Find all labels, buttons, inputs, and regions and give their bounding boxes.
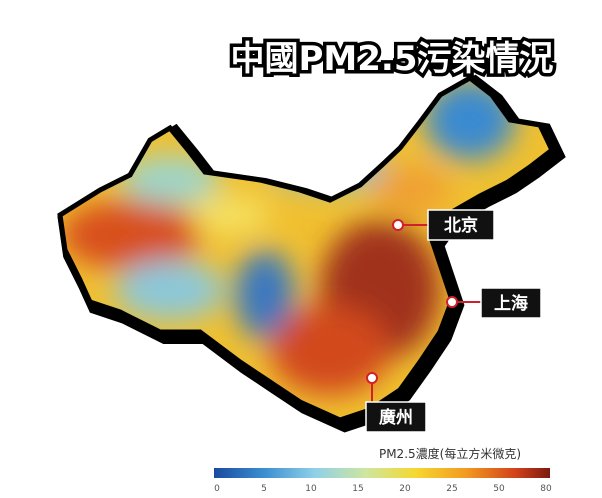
city-label: 上海	[494, 293, 528, 314]
city-label: 廣州	[379, 407, 413, 428]
city-shanghai: 上海	[446, 287, 542, 319]
city-beijing: 北京	[392, 209, 495, 241]
title: 中國PM2.5污染情況	[231, 39, 554, 79]
city-guangzhou: 廣州	[365, 372, 427, 433]
tick-label: 25	[446, 484, 457, 494]
tick-label: 0	[214, 484, 220, 494]
tick-label: 5	[261, 484, 267, 494]
legend-ticks: 0 5 10 15 20 25 50 80	[214, 484, 552, 494]
color-bar	[214, 468, 550, 478]
tick-label: 15	[352, 484, 363, 494]
tick-label: 80	[540, 484, 552, 494]
tick-label: 50	[493, 484, 505, 494]
tick-label: 20	[399, 484, 411, 494]
tick-label: 10	[305, 484, 317, 494]
city-label: 北京	[444, 215, 478, 236]
legend-title: PM2.5濃度(每立方米微克)	[379, 446, 521, 461]
